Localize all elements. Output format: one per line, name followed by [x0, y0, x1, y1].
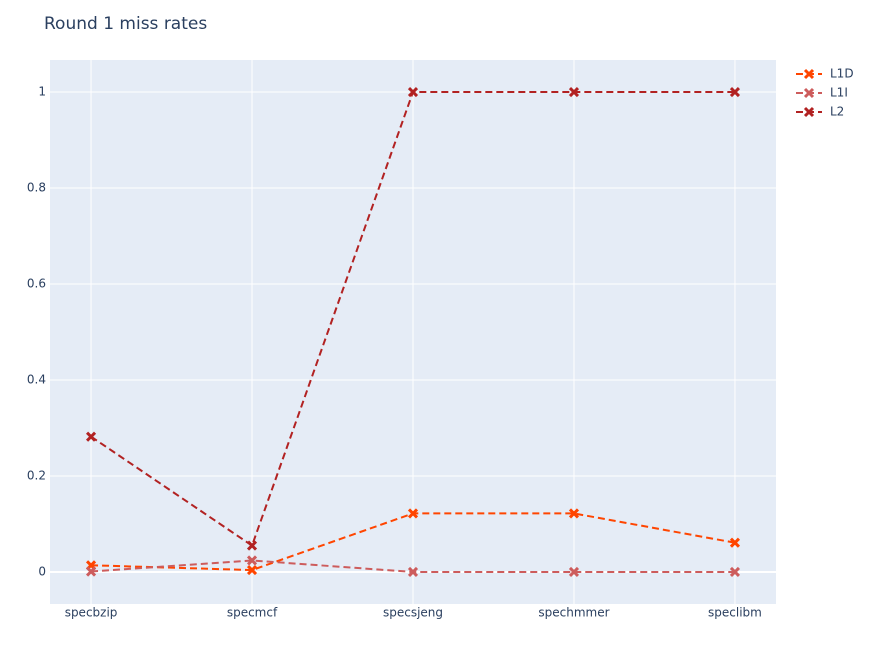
- data-point: [85, 431, 97, 442]
- x-tick-label: specsjeng: [383, 606, 443, 620]
- data-point: [568, 566, 580, 578]
- legend-label: L1I: [830, 86, 848, 100]
- data-point: [407, 566, 419, 578]
- y-tick-label: 0.6: [27, 277, 46, 291]
- legend-label: L2: [830, 105, 844, 119]
- data-point: [729, 86, 741, 98]
- data-point: [568, 86, 580, 98]
- chart-title: Round 1 miss rates: [44, 14, 207, 34]
- x-tick-label: speclibm: [708, 606, 762, 620]
- data-point: [729, 566, 741, 578]
- data-point: [246, 555, 258, 566]
- legend-label: L1D: [830, 67, 854, 81]
- data-point: [246, 565, 258, 576]
- y-tick-label: 1: [38, 85, 46, 99]
- y-tick-label: 0: [38, 564, 46, 578]
- x-tick-label: specmcf: [227, 606, 278, 620]
- data-point: [407, 508, 419, 519]
- data-point: [85, 566, 97, 577]
- x-tick-label: spechmmer: [538, 606, 609, 620]
- data-point: [407, 86, 419, 98]
- y-tick-label: 0.4: [27, 372, 46, 386]
- data-point: [246, 540, 258, 551]
- data-point: [568, 508, 580, 519]
- legend-marker: [803, 87, 815, 99]
- y-tick-label: 0.2: [27, 468, 46, 482]
- y-tick-label: 0.8: [27, 181, 46, 195]
- legend-marker: [803, 106, 815, 118]
- data-point: [729, 537, 741, 548]
- x-tick-label: specbzip: [65, 606, 118, 620]
- legend-marker: [803, 68, 815, 80]
